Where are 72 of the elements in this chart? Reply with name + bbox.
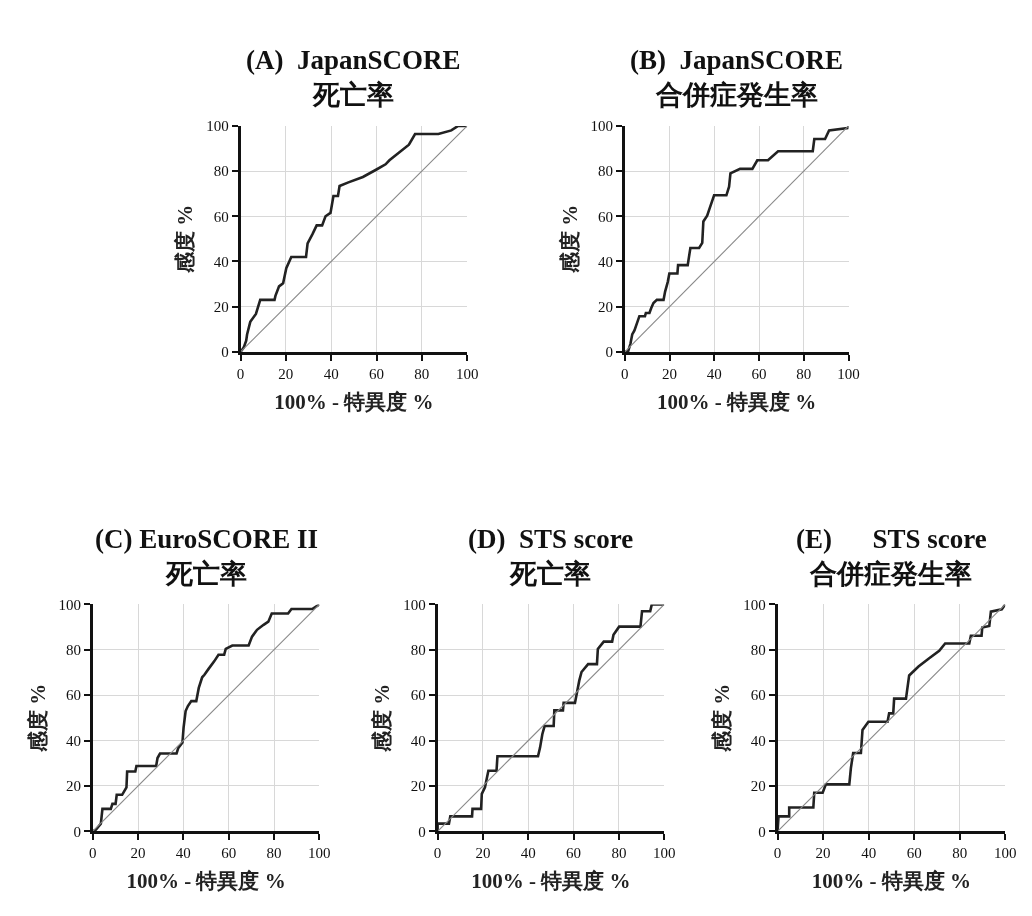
x-tick-label: 40 [175,845,191,862]
x-tick-label: 80 [952,845,968,862]
y-tick-label: 0 [418,823,426,840]
y-tick-label: 100 [403,596,426,613]
x-tick-label: 100 [993,845,1017,862]
y-tick-label: 60 [65,687,81,704]
y-tick-label: 80 [598,163,614,180]
y-tick-label: 0 [73,823,81,840]
x-tick-label: 0 [236,365,245,382]
x-tick-label: 20 [130,845,146,862]
y-tick-label: 80 [750,642,766,659]
y-tick-label: 100 [58,596,81,613]
x-tick-label: 20 [815,845,831,862]
y-tick-label: 40 [410,732,426,749]
chart-title: (D) STS score 死亡率 [468,524,634,590]
chart-title: (B) JapanSCORE 合併症発生率 [630,45,844,111]
x-tick-label: 40 [706,365,722,382]
x-tick-label: 80 [611,845,627,862]
x-tick-label: 20 [475,845,491,862]
y-tick-label: 20 [598,298,614,315]
y-axis-title: 感度 % [557,204,582,275]
y-tick-label: 80 [410,642,426,659]
y-tick-label: 40 [213,253,229,270]
x-tick-label: 0 [773,845,782,862]
x-tick-label: 100 [837,365,860,382]
y-tick-label: 100 [206,118,229,135]
x-tick-label: 20 [278,365,294,382]
x-tick-label: 20 [662,365,678,382]
x-tick-label: 100 [653,845,676,862]
x-tick-label: 100 [308,845,331,862]
x-axis-title: 100% - 特異度 % [471,869,631,894]
x-tick-label: 0 [621,365,629,382]
x-axis-title: 100% - 特異度 % [811,869,972,894]
y-tick-label: 100 [743,596,766,613]
y-tick-label: 60 [410,687,426,704]
x-tick-label: 40 [520,845,536,862]
x-tick-label: 60 [906,845,922,862]
y-tick-label: 0 [758,823,766,840]
x-axis-title: 100% - 特異度 % [274,389,434,414]
y-tick-label: 80 [213,163,229,180]
y-tick-label: 40 [65,732,81,749]
y-tick-label: 80 [65,642,81,659]
y-axis-title: 感度 % [25,683,50,753]
chart-title: (A) JapanSCORE 死亡率 [246,45,461,111]
y-axis-title: 感度 % [710,683,735,753]
x-tick-label: 40 [861,845,877,862]
y-tick-label: 60 [213,208,229,225]
chart-title: (C) EuroSCORE II 死亡率 [95,524,319,590]
y-tick-label: 0 [605,344,614,361]
y-tick-label: 20 [213,298,229,315]
chart-title: (E) STS score 合併症発生率 [796,524,987,590]
y-tick-label: 60 [598,208,614,225]
x-axis-title: 100% - 特異度 % [126,869,286,894]
y-tick-label: 60 [750,687,766,704]
y-axis-title: 感度 % [370,683,395,753]
x-axis-title: 100% - 特異度 % [657,389,817,414]
x-tick-label: 100 [455,365,479,382]
y-tick-label: 0 [221,344,229,361]
y-tick-label: 20 [410,778,426,795]
y-axis-title: 感度 % [173,204,198,275]
x-tick-label: 0 [88,845,97,862]
x-tick-label: 0 [433,845,442,862]
y-tick-label: 20 [750,778,766,795]
x-tick-label: 80 [796,365,812,382]
y-tick-label: 40 [598,253,614,270]
y-tick-label: 40 [750,732,766,749]
x-tick-label: 40 [323,365,339,382]
x-tick-label: 60 [369,365,384,382]
x-tick-label: 80 [266,845,282,862]
x-tick-label: 60 [566,845,582,862]
y-tick-label: 100 [590,118,614,135]
y-tick-label: 20 [65,778,81,795]
